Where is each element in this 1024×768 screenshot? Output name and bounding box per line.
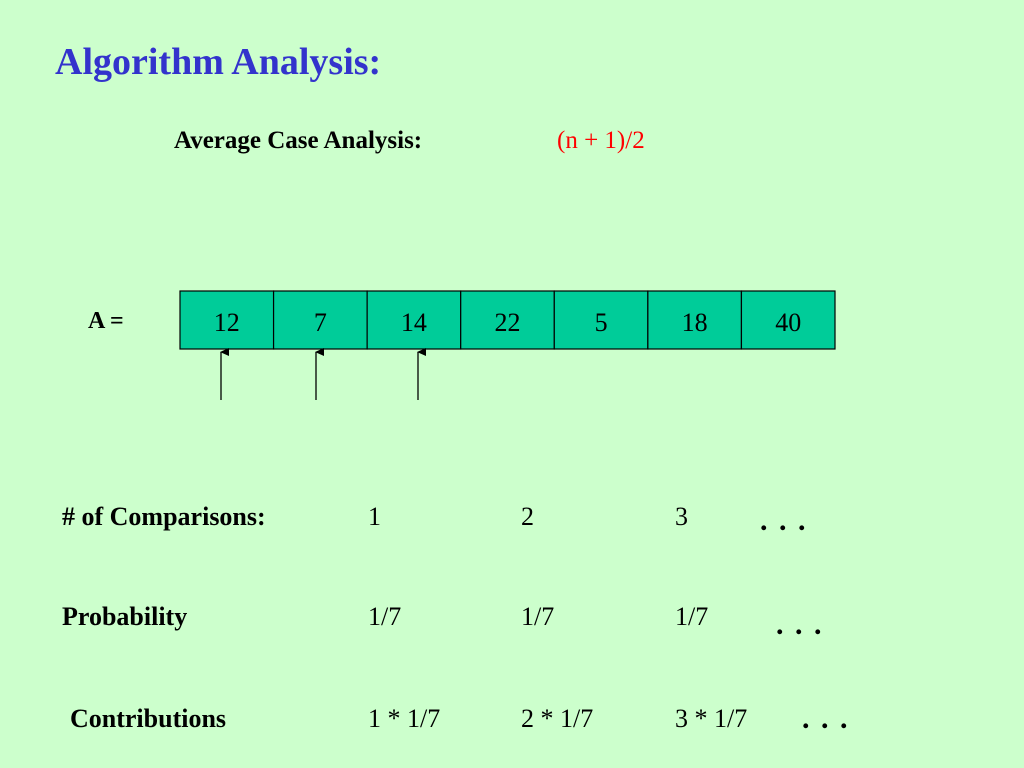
array-cell [366, 290, 462, 350]
array-cell [272, 290, 368, 350]
table: # of Comparisons: 1 2 3 . . . Probability 1/7 1… [62, 502, 850, 735]
array-cell [647, 290, 743, 350]
row-value: 1 * 1/7 [368, 704, 440, 733]
cell-value: 40 [775, 308, 801, 337]
row-value: 1/7 [368, 602, 401, 631]
cell-value: 12 [214, 308, 240, 337]
row-value: 3 [675, 502, 688, 531]
array-cell [179, 290, 275, 350]
array-label: A = [88, 308, 124, 334]
subtitle: Average Case Analysis: [174, 127, 422, 154]
row-value: 2 [521, 502, 534, 531]
cell-value: 22 [495, 308, 521, 337]
cell-value: 7 [314, 308, 327, 337]
row-label: # of Comparisons: [62, 502, 266, 531]
ellipsis: . . . [760, 504, 808, 537]
row-value: 1/7 [675, 602, 708, 631]
cell-value: 18 [682, 308, 708, 337]
row-value: 3 * 1/7 [675, 704, 747, 733]
row-label: Probability [62, 602, 187, 631]
array-cell [740, 290, 836, 350]
ellipsis: . . . [776, 608, 824, 641]
row-label: Contributions [70, 704, 226, 733]
formula: (n + 1)/2 [557, 127, 645, 154]
slide-title: Algorithm Analysis: [55, 41, 381, 83]
cell-value: 14 [401, 308, 427, 337]
row-value: 1/7 [521, 602, 554, 631]
cell-value: 5 [595, 308, 608, 337]
array-cell [553, 290, 649, 350]
row-value: 2 * 1/7 [521, 704, 593, 733]
row-value: 1 [368, 502, 381, 531]
ellipsis: . . . [802, 702, 850, 735]
array: 12 7 14 22 5 18 40 [179, 290, 836, 350]
